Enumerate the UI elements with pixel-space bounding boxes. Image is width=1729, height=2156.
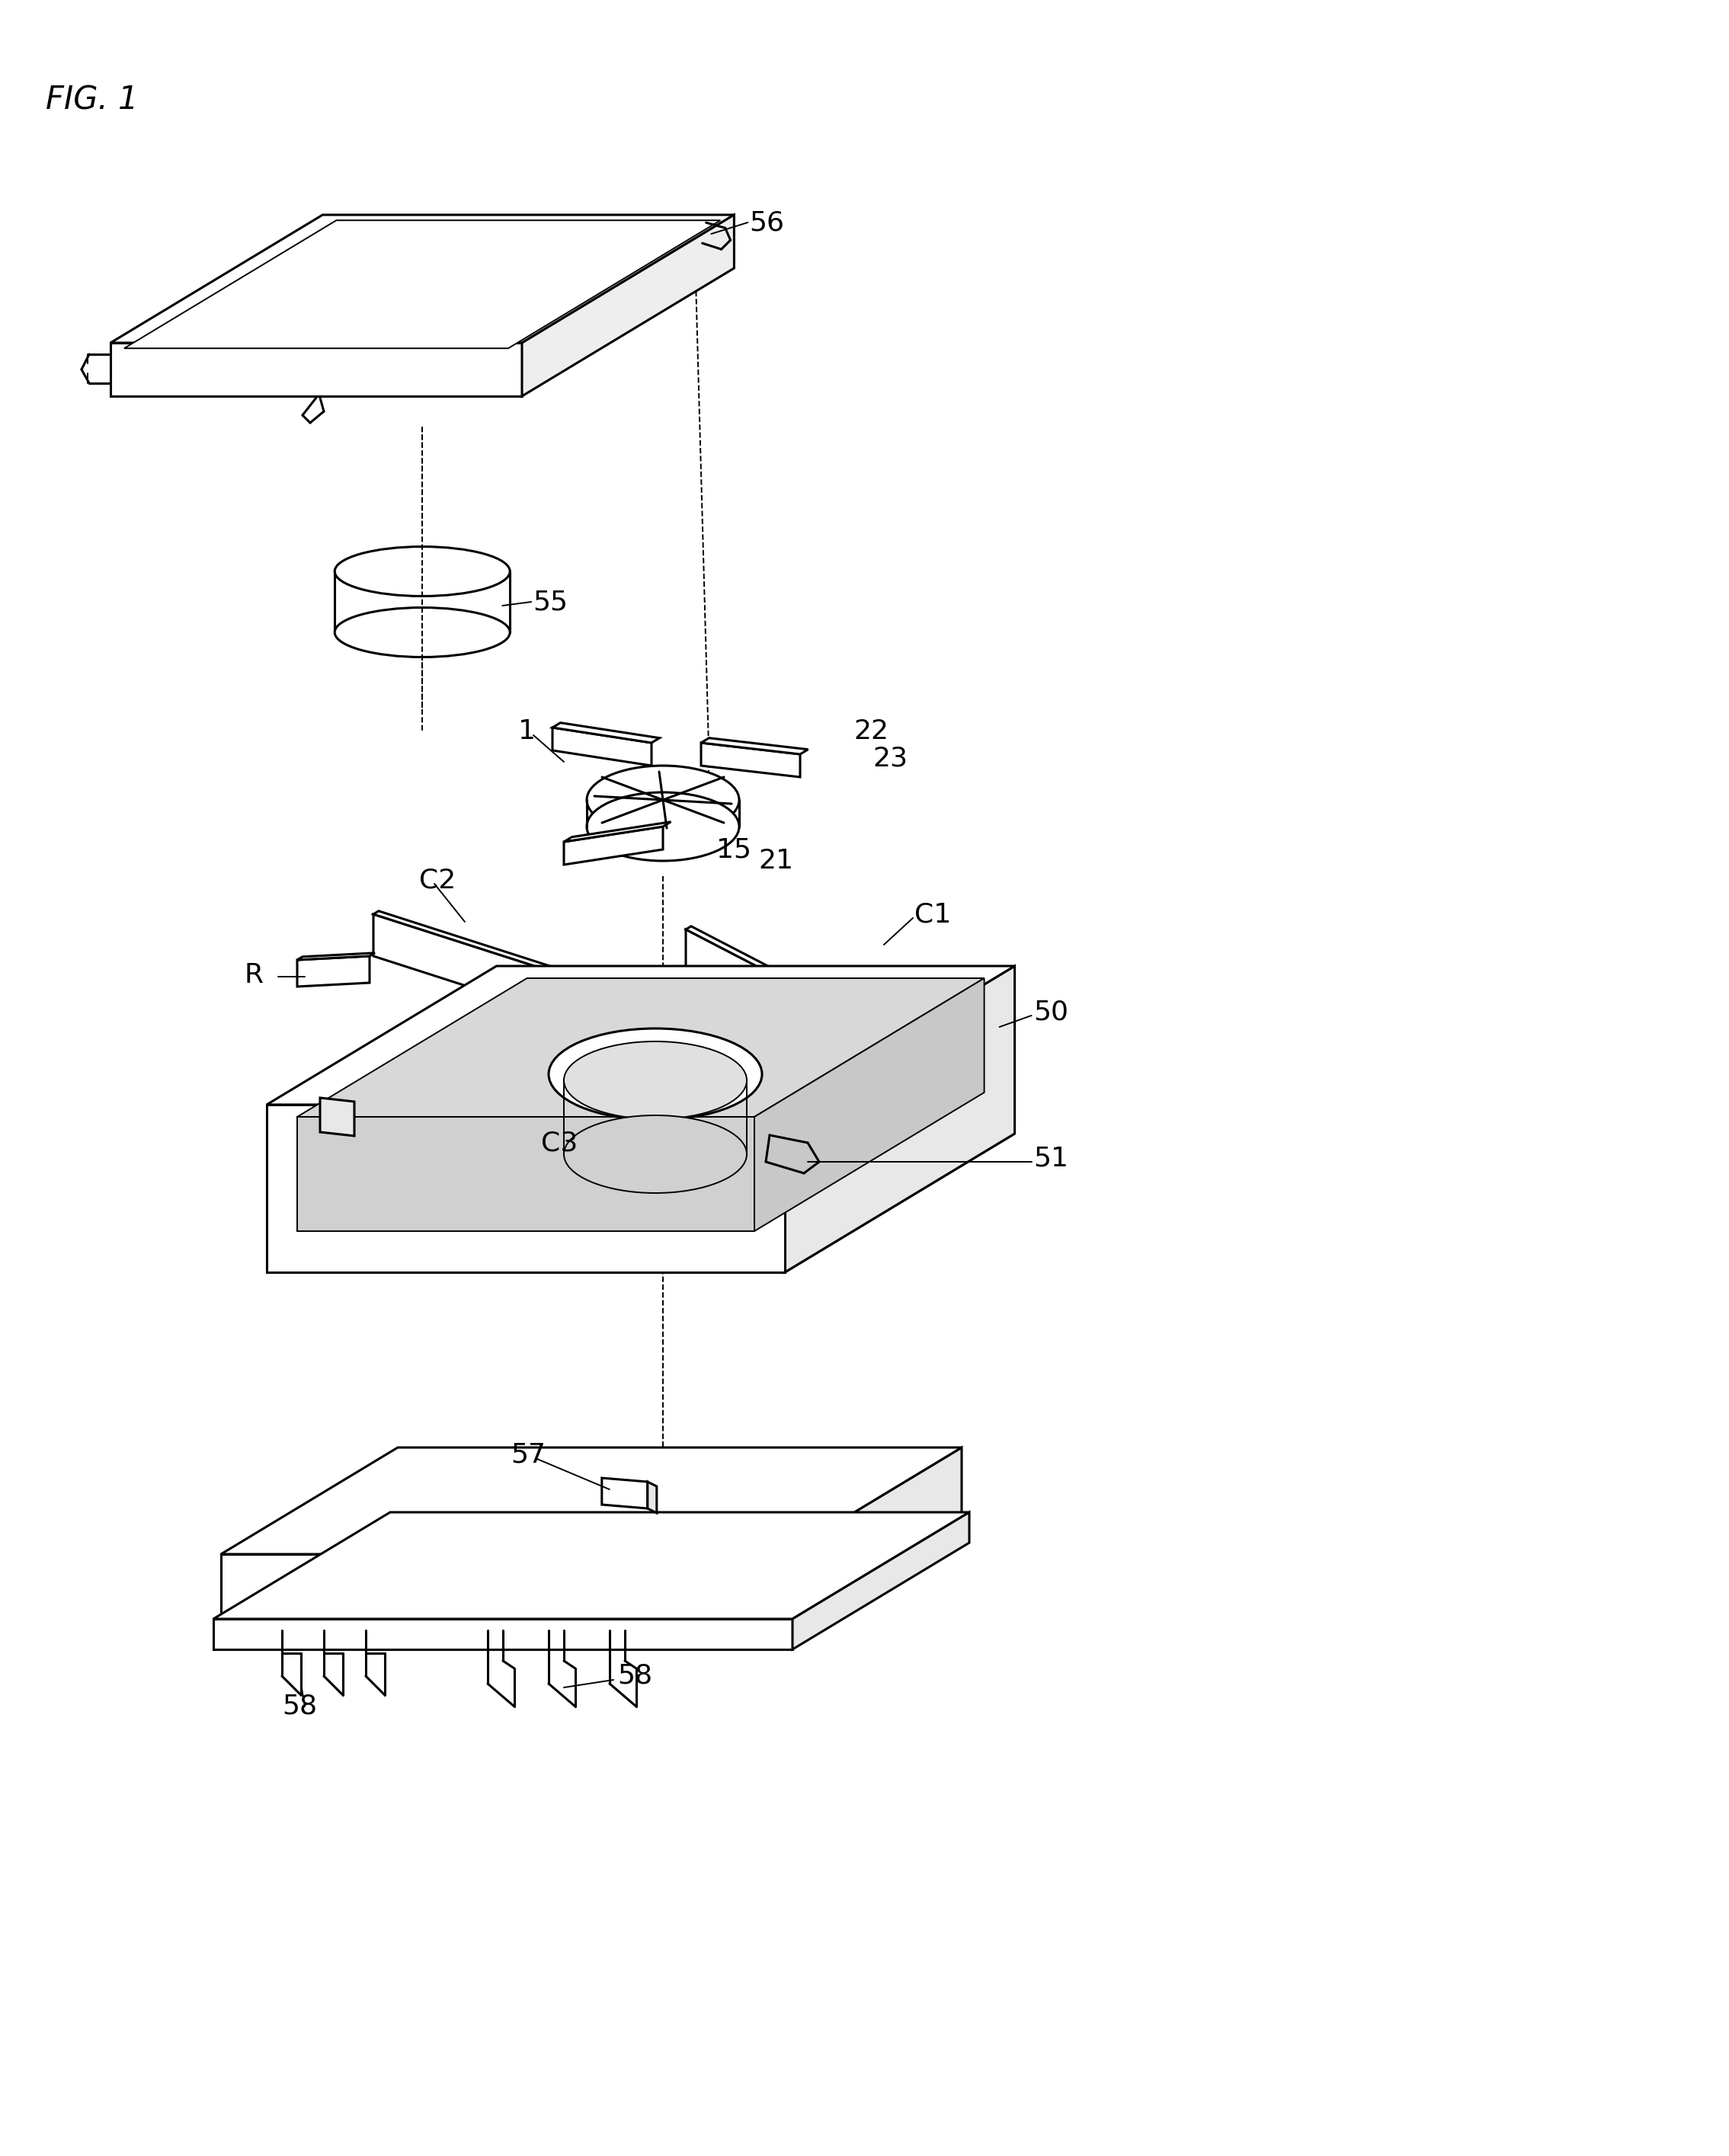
Polygon shape: [266, 1134, 1015, 1272]
Text: C2: C2: [418, 867, 456, 893]
Text: 51: 51: [1034, 1145, 1069, 1171]
Polygon shape: [111, 343, 522, 397]
Polygon shape: [686, 927, 897, 1037]
Polygon shape: [700, 737, 807, 755]
Ellipse shape: [564, 1115, 747, 1192]
Ellipse shape: [335, 548, 510, 597]
Polygon shape: [320, 1097, 354, 1136]
Text: 55: 55: [533, 589, 567, 614]
Polygon shape: [754, 979, 984, 1231]
Polygon shape: [221, 1447, 961, 1554]
Text: 50: 50: [1034, 998, 1069, 1024]
Polygon shape: [785, 966, 1015, 1272]
Polygon shape: [221, 1554, 785, 1630]
Polygon shape: [602, 1479, 648, 1509]
Polygon shape: [465, 1009, 699, 1074]
Polygon shape: [586, 979, 591, 1024]
Text: C1: C1: [915, 901, 951, 927]
Polygon shape: [792, 1511, 970, 1649]
Polygon shape: [648, 1481, 657, 1514]
Polygon shape: [553, 727, 652, 765]
Text: 15: 15: [716, 837, 752, 862]
Polygon shape: [297, 955, 370, 987]
Text: C3: C3: [541, 1130, 577, 1156]
Polygon shape: [221, 1524, 961, 1630]
Polygon shape: [785, 1447, 961, 1630]
Ellipse shape: [548, 1028, 762, 1119]
Polygon shape: [564, 826, 662, 865]
Text: 1: 1: [519, 718, 536, 744]
Text: 56: 56: [749, 209, 785, 235]
Polygon shape: [111, 216, 735, 343]
Text: FIG. 1: FIG. 1: [45, 84, 138, 116]
Polygon shape: [266, 1104, 785, 1272]
Text: 58: 58: [617, 1662, 652, 1688]
Polygon shape: [373, 912, 591, 983]
Polygon shape: [213, 1511, 970, 1619]
Polygon shape: [297, 979, 984, 1117]
Polygon shape: [124, 220, 721, 349]
Polygon shape: [373, 914, 586, 1024]
Ellipse shape: [586, 765, 740, 834]
Text: 58: 58: [282, 1695, 316, 1720]
Ellipse shape: [335, 608, 510, 658]
Ellipse shape: [586, 791, 740, 860]
Text: 21: 21: [759, 847, 794, 873]
Polygon shape: [266, 966, 1015, 1104]
Ellipse shape: [564, 1041, 747, 1119]
Polygon shape: [297, 1117, 754, 1231]
Text: 22: 22: [854, 718, 889, 744]
Polygon shape: [686, 929, 892, 1078]
Text: 57: 57: [510, 1442, 545, 1468]
Polygon shape: [465, 1013, 693, 1112]
Polygon shape: [693, 1072, 699, 1112]
Polygon shape: [522, 216, 735, 397]
Polygon shape: [564, 821, 671, 841]
Polygon shape: [553, 722, 659, 744]
Text: 23: 23: [873, 746, 908, 772]
Text: R: R: [244, 962, 263, 987]
Polygon shape: [213, 1619, 792, 1649]
Polygon shape: [892, 1033, 897, 1078]
Polygon shape: [297, 953, 375, 959]
Polygon shape: [700, 744, 801, 776]
